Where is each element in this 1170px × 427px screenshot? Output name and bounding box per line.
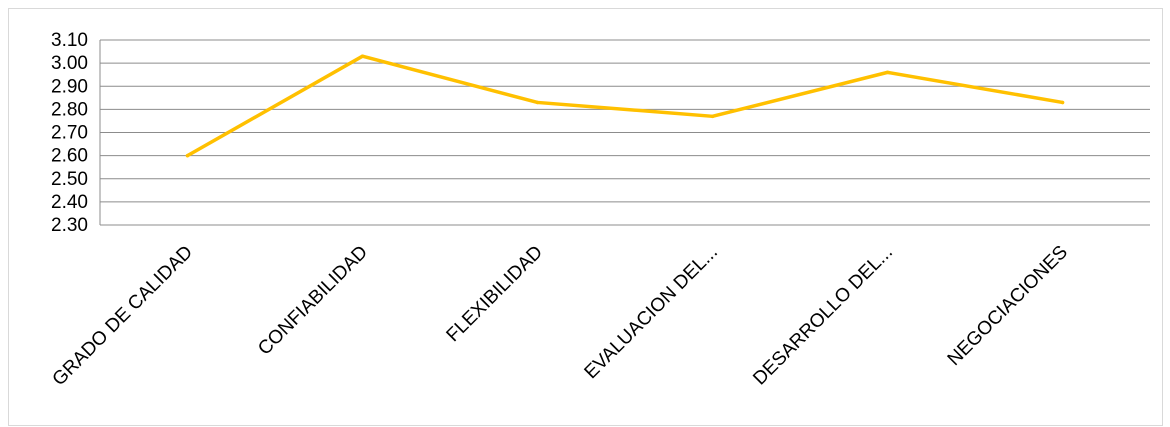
y-axis-tick-labels: 3.103.002.902.80 2.702.602.502.402.30 xyxy=(51,30,88,236)
x-category-label: GRADO DE CALIDAD xyxy=(49,242,197,390)
data-point xyxy=(360,54,365,58)
data-point xyxy=(710,114,715,119)
y-tick-label: 2.40 xyxy=(51,192,88,213)
x-axis-category-labels: GRADO DE CALIDAD CONFIABILIDAD FLEXIBILIDA… xyxy=(49,242,1072,390)
y-tick-label: 2.50 xyxy=(51,169,88,190)
series-layer xyxy=(185,54,1065,158)
y-tick-label: 2.70 xyxy=(51,123,88,144)
gridlines xyxy=(99,39,1150,226)
data-point xyxy=(535,100,540,105)
x-category-label: NEGOCIACIONES xyxy=(944,242,1072,370)
x-category-label: DESARROLLO DEL... xyxy=(749,242,897,390)
y-tick-label: 3.10 xyxy=(51,30,88,51)
data-point xyxy=(1060,100,1065,105)
y-tick-label: 2.30 xyxy=(51,215,88,236)
data-point xyxy=(885,70,890,75)
y-tick-label: 2.80 xyxy=(51,99,88,120)
x-category-label: CONFIABILIDAD xyxy=(254,242,372,360)
x-category-label: EVALUACION DEL... xyxy=(581,242,723,384)
x-category-label: FLEXIBILIDAD xyxy=(443,242,547,346)
series-line xyxy=(185,54,1065,158)
y-tick-label: 2.90 xyxy=(51,76,88,97)
y-tick-label: 3.00 xyxy=(51,53,88,74)
chart-frame xyxy=(8,8,1163,426)
data-point xyxy=(185,153,190,158)
y-tick-label: 2.60 xyxy=(51,146,88,167)
